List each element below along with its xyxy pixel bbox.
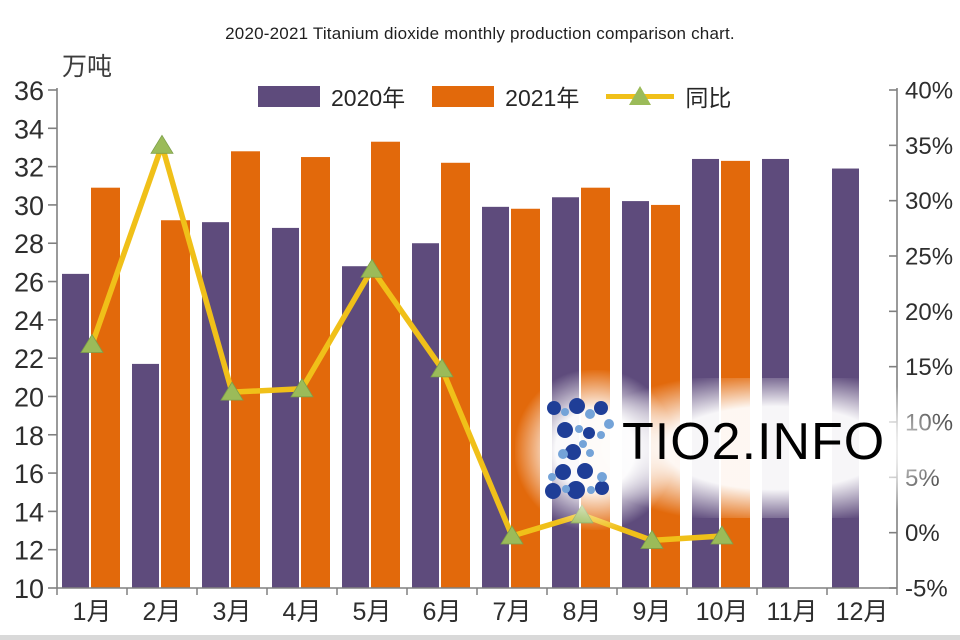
- bar-2020-1月: [62, 273, 89, 588]
- yoy-marker-triangle: [640, 529, 664, 549]
- bar-2020-7月: [482, 206, 509, 589]
- bar-2021-2月: [161, 220, 190, 588]
- yoy-marker-triangle: [360, 258, 384, 278]
- legend-swatch-2020-icon: [258, 85, 320, 107]
- watermark-text: TIO2.INFO: [622, 413, 886, 471]
- bar-2021-4月: [301, 157, 330, 589]
- legend-swatch-2021-icon: [432, 85, 495, 107]
- x-axis-label-4月: 4月: [283, 598, 322, 626]
- right-axis-tick-label: 25%: [905, 244, 953, 271]
- bar-2021-8月: [581, 187, 610, 588]
- bar-2020-12月: [832, 168, 859, 588]
- bar-2021-1月: [91, 187, 120, 588]
- x-axis-label-2月: 2月: [143, 598, 182, 626]
- legend-item-2020: 2020年: [258, 79, 405, 113]
- x-axis-label-3月: 3月: [213, 598, 252, 626]
- left-axis-unit-label: 万吨: [62, 53, 113, 81]
- left-axis-tick-label: 14: [14, 497, 44, 527]
- yoy-marker-triangle: [290, 378, 314, 398]
- yoy-marker-triangle: [710, 525, 734, 545]
- left-axis-tick-label: 32: [14, 153, 44, 183]
- x-axis-label-8月: 8月: [563, 598, 602, 626]
- right-axis-tick-label: 0%: [905, 520, 940, 547]
- legend-label-2020: 2020年: [331, 85, 406, 111]
- left-axis-tick-label: 34: [14, 114, 44, 144]
- x-axis-label-11月: 11月: [767, 598, 818, 626]
- x-axis-label-12月: 12月: [836, 598, 889, 626]
- x-axis-label-10月: 10月: [696, 598, 749, 626]
- yoy-marker-triangle: [80, 333, 104, 353]
- right-axis-tick-label: 15%: [905, 354, 953, 381]
- legend-item-2021: 2021年: [432, 79, 579, 113]
- yoy-marker-triangle: [220, 381, 244, 401]
- bottom-edge-strip: [0, 635, 960, 640]
- legend: 2020年 2021年 同比: [258, 79, 731, 113]
- legend-label-yoy: 同比: [685, 85, 732, 111]
- bar-2020-6月: [412, 243, 439, 588]
- bar-2020-2月: [132, 363, 159, 588]
- left-axis-tick-label: 20: [14, 382, 44, 412]
- right-axis-tick-label: 35%: [905, 133, 953, 160]
- chart-title: 2020-2021 Titanium dioxide monthly produ…: [225, 24, 735, 43]
- legend-line-marker-icon: [606, 85, 675, 107]
- bar-2020-11月: [762, 158, 789, 588]
- legend-label-2021: 2021年: [505, 85, 580, 111]
- left-axis-tick-label: 24: [14, 306, 44, 336]
- tio2-logo-dots-icon: [545, 398, 614, 499]
- x-axis-label-1月: 1月: [73, 598, 112, 626]
- bar-2021-3月: [231, 151, 260, 589]
- yoy-marker-triangle: [500, 525, 524, 545]
- right-axis-tick-label: 5%: [905, 465, 940, 492]
- left-axis-tick-label: 36: [14, 76, 44, 106]
- bar-2021-9月: [651, 204, 680, 588]
- bar-2020-4月: [272, 227, 299, 588]
- right-axis-tick-label: 30%: [905, 188, 953, 215]
- yoy-marker-triangle: [430, 358, 454, 378]
- left-axis-tick-label: 18: [14, 421, 44, 451]
- bar-2021-5月: [371, 141, 400, 588]
- bar-2020-8月: [552, 197, 579, 588]
- left-axis-tick-label: 28: [14, 229, 44, 259]
- x-axis-label-7月: 7月: [493, 598, 532, 626]
- bar-2020-10月: [692, 158, 719, 588]
- left-axis-tick-label: 26: [14, 268, 44, 298]
- legend-item-yoy: 同比: [606, 79, 731, 113]
- right-axis-tick-label: -5%: [905, 576, 948, 603]
- right-axis-tick-label: 40%: [905, 78, 953, 105]
- bar-2020-5月: [342, 266, 369, 588]
- x-axis-label-5月: 5月: [353, 598, 392, 626]
- left-axis-tick-label: 10: [14, 574, 44, 604]
- yoy-marker-triangle: [150, 134, 174, 154]
- left-axis-tick-label: 30: [14, 191, 44, 221]
- bar-2021-10月: [721, 160, 750, 588]
- left-axis-tick-label: 16: [14, 459, 44, 489]
- x-axis-label-9月: 9月: [633, 598, 672, 626]
- right-axis-tick-label: 20%: [905, 299, 953, 326]
- left-axis-tick-label: 12: [14, 536, 44, 566]
- left-axis-tick-label: 22: [14, 344, 44, 374]
- right-axis-tick-label: 10%: [905, 410, 953, 437]
- x-axis-label-6月: 6月: [423, 598, 462, 626]
- bar-2020-3月: [202, 222, 229, 588]
